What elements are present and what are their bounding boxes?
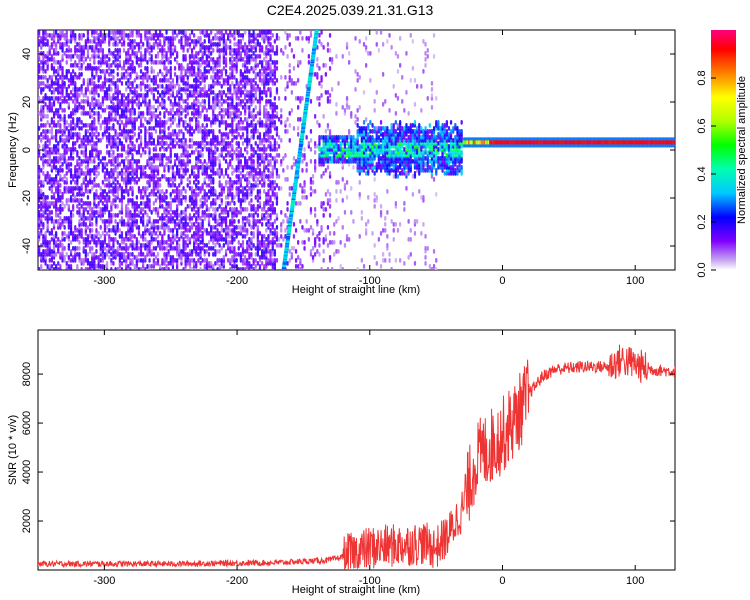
chart-title: C2E4.2025.039.21.31.G13 <box>266 2 434 18</box>
spectrogram-cells <box>38 30 675 270</box>
x-tick-label: -100 <box>359 275 381 287</box>
y-tick-label: 8000 <box>21 362 33 386</box>
y-tick-label: 0 <box>21 147 33 153</box>
y-tick-label: 4000 <box>21 460 33 484</box>
y-tick-label: 40 <box>21 48 33 60</box>
x-tick-label: -100 <box>359 575 381 587</box>
snr-axes: -300 -200 -100 0 100 2000 4000 6000 8000 <box>21 330 675 587</box>
spectrogram-x-axis-label: Height of straight line (km) <box>292 284 420 296</box>
colorbar: 0.0 0.2 0.4 0.6 0.8 Normalized spectral ampl… <box>696 30 748 278</box>
colorbar-tick-label: 0.8 <box>696 70 708 85</box>
colorbar-tick-label: 0.4 <box>696 166 708 181</box>
y-tick-label: -40 <box>21 238 33 254</box>
x-tick-label: -200 <box>226 575 248 587</box>
colorbar-tick-label: 0.0 <box>696 262 708 277</box>
snr-x-axis-label: Height of straight line (km) <box>292 584 420 596</box>
snr-series-line <box>38 344 675 570</box>
x-tick-label: -200 <box>226 275 248 287</box>
y-tick-label: 2000 <box>21 509 33 533</box>
x-tick-label: 0 <box>499 575 505 587</box>
y-tick-label: 6000 <box>21 411 33 435</box>
x-tick-label: 100 <box>626 575 644 587</box>
colorbar-label: Normalized spectral amplitude <box>736 76 748 224</box>
colorbar-gradient <box>711 30 736 270</box>
x-tick-label: 100 <box>626 275 644 287</box>
snr-y-axis-label: SNR (10 * v/v) <box>7 415 19 485</box>
y-tick-label: -20 <box>21 190 33 206</box>
y-tick-label: 20 <box>21 96 33 108</box>
x-tick-label: 0 <box>499 275 505 287</box>
spectrogram-y-axis-label: Frequency (Hz) <box>7 112 19 188</box>
colorbar-tick-label: 0.6 <box>696 118 708 133</box>
snr-panel: -300 -200 -100 0 100 2000 4000 6000 8000 Height … <box>7 329 676 596</box>
x-tick-label: -300 <box>93 275 115 287</box>
x-tick-label: -300 <box>93 575 115 587</box>
colorbar-ticks: 0.0 0.2 0.4 0.6 0.8 <box>696 70 716 278</box>
colorbar-tick-label: 0.2 <box>696 214 708 229</box>
